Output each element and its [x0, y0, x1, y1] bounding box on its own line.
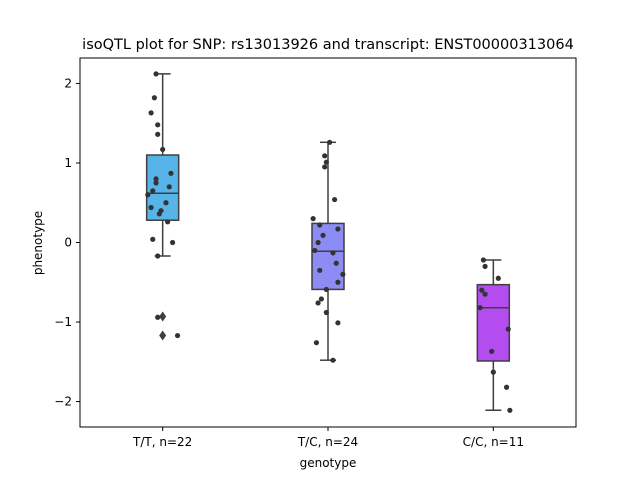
box [311, 222, 345, 291]
outlier-marker [159, 330, 167, 341]
x-tick-label: T/T, n=22 [132, 435, 192, 449]
x-axis: T/T, n=22 T/C, n=24 C/C, n=11 [132, 427, 524, 449]
data-point [315, 300, 321, 306]
data-point [155, 253, 161, 259]
data-point [150, 188, 156, 194]
data-point [148, 110, 154, 116]
y-axis: 2 1 0 −1 −2 [54, 76, 80, 409]
y-tick-label: −2 [54, 395, 72, 409]
data-point [322, 153, 328, 159]
data-point [148, 204, 154, 211]
y-axis-label: phenotype [31, 211, 45, 275]
data-point [320, 232, 326, 238]
data-point [310, 216, 316, 222]
x-tick-label: C/C, n=11 [463, 435, 524, 449]
data-point [505, 326, 511, 332]
data-point [163, 200, 169, 206]
data-point [169, 239, 176, 246]
data-point [166, 184, 172, 190]
data-point [145, 192, 151, 198]
data-point [153, 180, 159, 186]
box [476, 283, 511, 362]
box-group [311, 141, 345, 361]
y-tick-label: 1 [64, 156, 72, 170]
data-point [479, 287, 485, 293]
y-tick-label: 0 [64, 236, 72, 250]
data-point [160, 146, 166, 153]
data-point [482, 263, 488, 269]
data-point [323, 309, 329, 316]
data-point [335, 226, 341, 232]
data-point [168, 170, 174, 176]
data-point [156, 211, 162, 217]
data-point [332, 196, 338, 203]
data-point [489, 348, 495, 355]
data-point [165, 219, 171, 225]
data-point [155, 122, 161, 128]
data-point [340, 271, 346, 277]
chart-title: isoQTL plot for SNP: rs13013926 and tran… [82, 37, 574, 53]
data-point [313, 340, 320, 346]
data-point [330, 250, 336, 256]
data-point [153, 71, 159, 77]
data-point [155, 314, 161, 320]
data-point [490, 369, 496, 375]
data-point [317, 267, 323, 273]
data-point [153, 176, 159, 182]
plot-area [145, 71, 513, 413]
data-point [335, 320, 341, 326]
box-group [476, 259, 511, 412]
data-point [477, 305, 483, 311]
data-point [317, 222, 323, 228]
data-point [312, 247, 318, 254]
data-point [503, 384, 510, 390]
data-point [150, 236, 156, 242]
y-tick-label: −1 [54, 315, 72, 329]
data-point [174, 332, 181, 339]
data-point [480, 257, 487, 263]
data-point [327, 139, 333, 145]
data-point [318, 296, 324, 302]
data-point [507, 407, 513, 413]
data-point [333, 260, 339, 266]
data-point [155, 131, 161, 137]
data-point [323, 286, 329, 293]
data-point [495, 275, 501, 281]
y-tick-label: 2 [64, 76, 72, 90]
x-axis-label: genotype [300, 456, 357, 470]
outlier-marker [159, 311, 167, 322]
data-point [482, 291, 488, 297]
data-point [323, 159, 329, 165]
data-point [315, 239, 321, 246]
data-point [151, 95, 157, 101]
data-point [322, 164, 328, 170]
data-point [330, 357, 336, 363]
data-point [335, 279, 341, 285]
x-tick-label: T/C, n=24 [297, 435, 358, 449]
